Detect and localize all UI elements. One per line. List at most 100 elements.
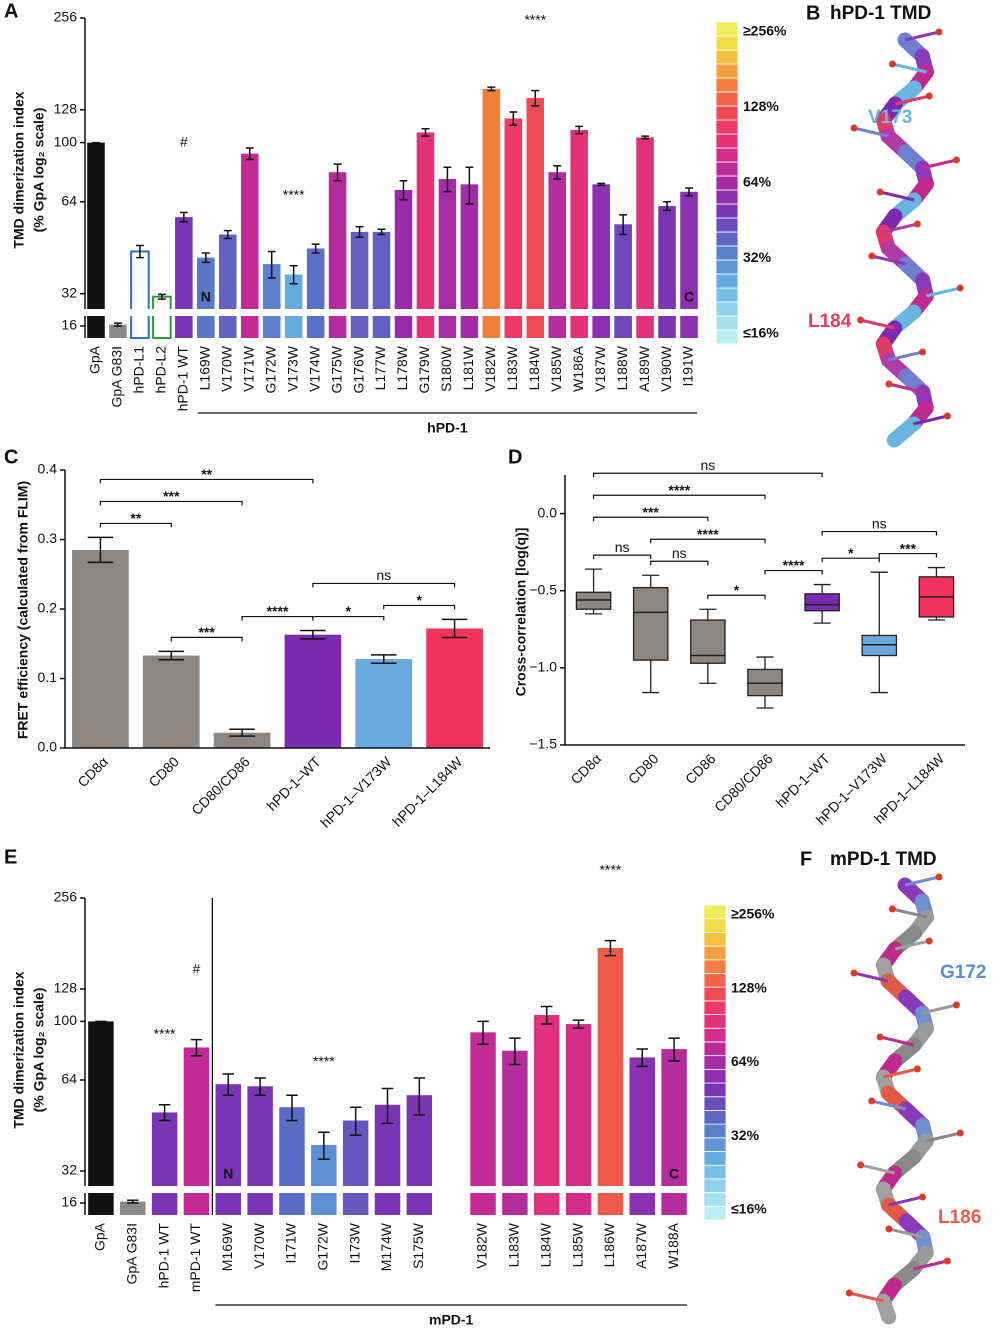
bar [120,1201,146,1215]
error-bar [158,650,184,661]
bar [306,248,325,338]
x-tick-label: A189W [636,345,652,392]
error-bar [349,1106,362,1137]
error-bar [318,1131,330,1160]
y-tick-label: 16 [61,317,77,333]
side-chain [883,1067,918,1079]
x-tick-label: CD80 [625,750,662,787]
colorbar-label: ≥256% [743,23,787,39]
colorbar-segment [715,175,739,191]
error-bar [179,211,188,223]
colorbar-segment [703,1082,727,1098]
side-chain [892,907,927,919]
colorbar-segment [703,959,727,974]
annotation: **** [524,11,546,27]
error-bar [355,226,364,238]
x-tick-label: CD86 [682,750,719,787]
significance-bracket [821,530,938,536]
x-tick-label: V187W [592,345,608,392]
colorbar-label: ≤16% [743,325,779,341]
error-bar [509,111,518,126]
x-tick-label: M169W [219,1222,235,1271]
bar [680,191,698,338]
x-tick-label: A187W [633,1222,649,1269]
bar [247,1086,273,1215]
x-tick-label: I191W [680,345,696,386]
significance-bracket [650,538,766,544]
error-bar [399,179,408,201]
colorbar-segment [703,1123,727,1139]
error-bar [158,1103,171,1122]
x-tick-label: L177W [372,345,388,390]
significance-label: ns [615,539,630,555]
bar [151,1112,178,1215]
significance-bracket [99,500,243,506]
atom [868,252,876,260]
colorbar-segment [703,1137,727,1152]
bar [240,153,259,338]
x-tick-label: V182W [482,345,498,392]
bar [614,224,632,338]
y-tick-label: 64 [61,192,77,208]
side-chain [888,1195,923,1207]
error-bar [421,128,430,137]
bar [355,659,413,748]
colorbar-segment [715,329,739,345]
error-bar [289,264,298,285]
bar [342,1120,369,1215]
colorbar-segment [715,133,739,149]
colorbar-segment [703,1110,727,1125]
significance-bracket [592,494,766,500]
colorbar-segment [715,77,739,93]
significance-label: *** [900,540,917,556]
x-tick-label: V174W [306,345,322,392]
y-axis-label: Cross-correlation [log(q)] [513,528,529,697]
annotation: # [193,960,201,976]
significance-label: ** [201,466,212,482]
significance-label: * [848,545,854,561]
whisker [642,660,660,694]
colorbar-label: 32% [743,249,772,265]
bar [470,1032,496,1215]
x-tick-label: L184W [537,1222,553,1267]
significance-bracket [383,604,456,610]
x-tick-label: G175W [328,345,344,393]
atom [918,348,926,356]
y-tick-label: 256 [54,889,78,905]
atom [876,188,884,196]
colorbar-segment [703,1014,727,1029]
x-tick-label: CD80/CD86 [711,750,776,815]
colorbar-label: 128% [731,979,767,995]
error-bar [267,250,276,279]
x-tick-label: mPD-1 WT [187,1223,203,1293]
colorbar-segment [703,1055,727,1070]
error-bar [668,1037,680,1062]
axis-break [73,1186,692,1193]
x-tick-label: L186W [601,1222,617,1267]
y-tick-label: 32 [61,1162,77,1178]
bar [533,1014,560,1215]
side-chain [922,158,957,170]
residue-label: V173 [868,107,912,128]
significance-bracket [312,582,456,588]
helix-ribbon [875,1293,897,1325]
annotation: **** [154,1025,176,1041]
x-tick-label: G172W [315,1222,331,1270]
error-bar [597,182,606,186]
side-chain [879,190,915,202]
structure-b [850,28,964,448]
colorbar-segment [715,189,739,205]
annotation: **** [313,1053,335,1069]
atom [850,969,858,977]
error-bar [531,89,540,107]
error-bar [223,229,232,240]
terminus-label: N [201,289,211,305]
colorbar-segment [715,273,739,289]
x-tick-label: CD80/CD86 [188,753,253,818]
bar [426,628,483,748]
side-chain [894,939,930,951]
terminus-label: C [684,289,694,305]
significance-label: ns [376,567,391,583]
bar [597,947,624,1215]
colorbar-segment [703,1192,727,1207]
